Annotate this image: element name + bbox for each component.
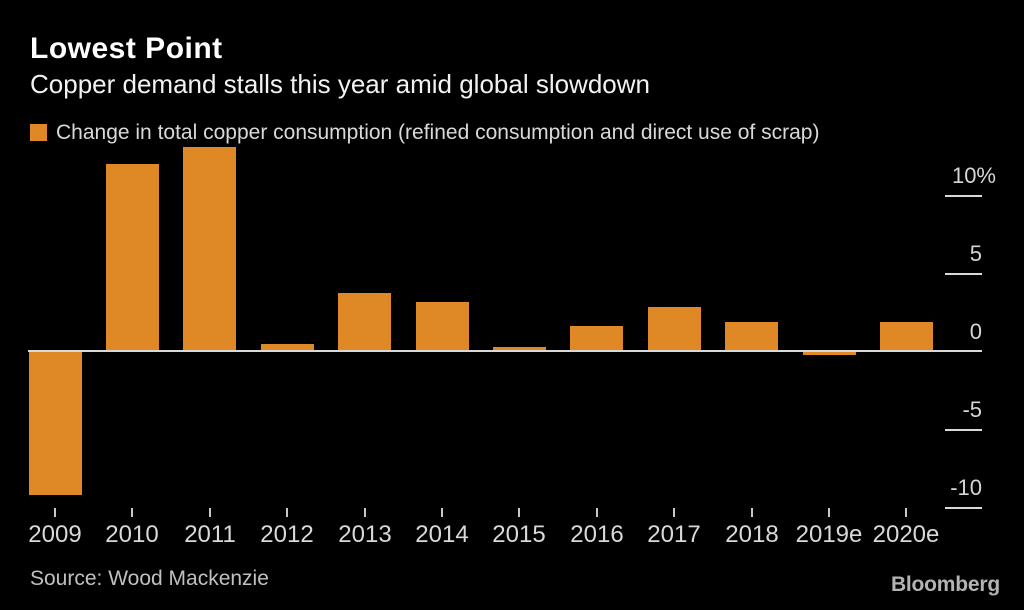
bar-2010 bbox=[105, 163, 159, 352]
y-tick bbox=[945, 507, 982, 509]
chart-subtitle: Copper demand stalls this year amid glob… bbox=[30, 69, 650, 99]
x-axis-label: 2016 bbox=[570, 521, 624, 548]
bar-2017 bbox=[647, 306, 701, 352]
x-axis-label: 2010 bbox=[105, 521, 159, 548]
bar-2020e bbox=[879, 322, 933, 352]
legend-label: Change in total copper consumption (refi… bbox=[56, 121, 820, 144]
y-tick bbox=[945, 273, 982, 275]
y-axis-label: 5 bbox=[969, 241, 982, 266]
bar-2013 bbox=[338, 292, 392, 352]
chart-title: Lowest Point bbox=[30, 32, 223, 65]
x-tick bbox=[131, 508, 133, 517]
bar-2018 bbox=[725, 322, 779, 352]
x-axis-label: 2020e bbox=[872, 521, 940, 548]
bar-2014 bbox=[415, 302, 469, 352]
x-tick bbox=[905, 508, 907, 517]
legend: Change in total copper consumption (refi… bbox=[30, 122, 819, 144]
y-axis-label: 0 bbox=[969, 319, 982, 344]
x-axis-label: 2014 bbox=[415, 521, 469, 548]
x-tick bbox=[441, 508, 443, 517]
x-axis-label: 2011 bbox=[184, 521, 236, 548]
x-tick bbox=[286, 508, 288, 517]
y-axis-label: 10% bbox=[951, 163, 996, 188]
x-tick bbox=[364, 508, 366, 517]
x-axis-label: 2012 bbox=[260, 521, 314, 548]
x-tick bbox=[751, 508, 753, 517]
x-axis-label: 2017 bbox=[647, 521, 701, 548]
y-tick bbox=[945, 195, 982, 197]
bar-2019e bbox=[802, 352, 856, 356]
bar-2011 bbox=[183, 146, 237, 352]
zero-axis-line bbox=[28, 350, 982, 352]
bloomberg-logo: Bloomberg bbox=[890, 573, 1000, 596]
x-tick bbox=[54, 508, 56, 517]
x-axis-label: 2013 bbox=[338, 521, 392, 548]
y-axis-label: -10 bbox=[950, 475, 982, 500]
x-tick bbox=[518, 508, 520, 517]
legend-swatch-icon bbox=[30, 124, 47, 141]
x-tick bbox=[828, 508, 830, 517]
x-tick bbox=[209, 508, 211, 517]
bar-2016 bbox=[570, 325, 624, 352]
x-axis-label: 2009 bbox=[28, 521, 82, 548]
y-tick bbox=[945, 429, 982, 431]
x-tick bbox=[596, 508, 598, 517]
x-tick bbox=[673, 508, 675, 517]
bar-2009 bbox=[28, 352, 82, 496]
source-note: Source: Wood Mackenzie bbox=[30, 567, 269, 590]
x-axis-label: 2019e bbox=[795, 521, 863, 548]
bar-2015 bbox=[492, 347, 546, 352]
x-axis-label: 2015 bbox=[492, 521, 546, 548]
bar-2012 bbox=[260, 344, 314, 352]
x-axis-label: 2018 bbox=[725, 521, 779, 548]
y-axis-label: -5 bbox=[962, 397, 982, 422]
